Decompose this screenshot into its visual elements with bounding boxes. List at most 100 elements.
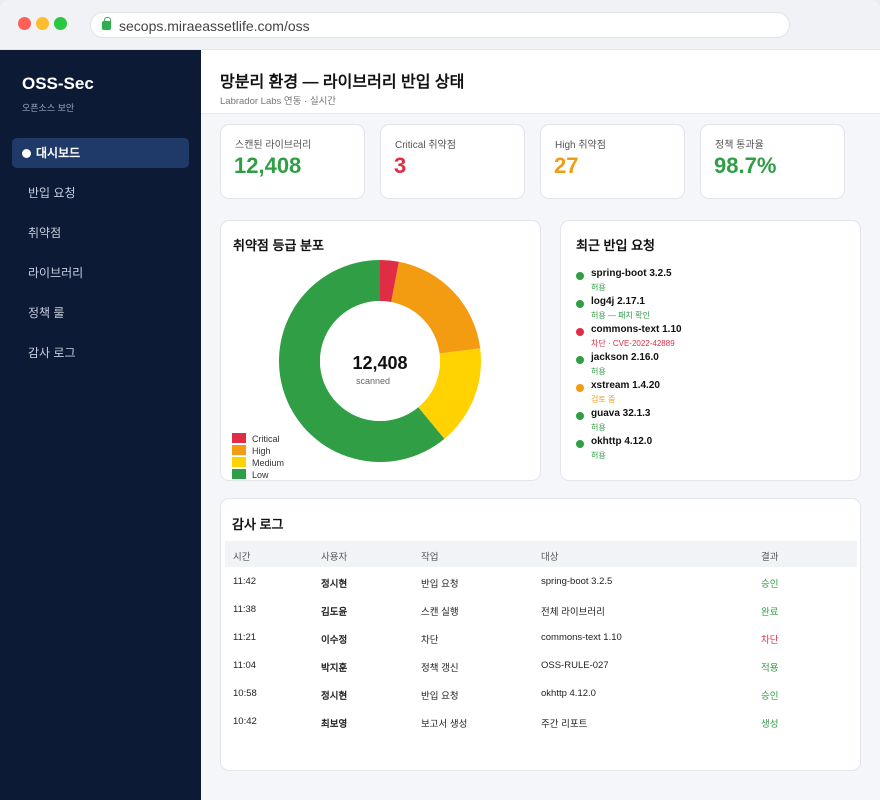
cell-action: 차단: [421, 635, 439, 646]
severity-legend: Critical High Medium Low: [232, 433, 284, 481]
cell-target: okhttp 4.12.0: [541, 688, 596, 699]
request-status: 허용: [591, 423, 606, 432]
brand-name: OSS-Sec: [22, 74, 94, 93]
legend-swatch: [232, 433, 246, 443]
recent-requests-card: 최근 반입 요청 spring-boot 3.2.5 허용 log4j 2.17.…: [560, 220, 861, 481]
request-name: spring-boot 3.2.5: [591, 268, 672, 279]
cell-result: 승인: [761, 579, 779, 590]
cell-time: 11:21: [233, 632, 257, 643]
donut-segment-low[interactable]: [278, 260, 445, 462]
donut-segments: [278, 260, 481, 462]
table-header: 시간 사용자 작업 대상 결과: [225, 541, 857, 567]
cell-target: spring-boot 3.2.5: [541, 576, 613, 587]
cell-user: 김도윤: [321, 607, 348, 618]
audit-log-card: 감사 로그 시간 사용자 작업 대상 결과 11:42 정시현 반입 요청 sp…: [220, 498, 861, 771]
sidebar-item-dashboard[interactable]: 대시보드: [12, 138, 189, 168]
legend-label: Low: [252, 470, 269, 480]
request-status: 허용: [591, 283, 606, 292]
column-header-target: 대상: [541, 552, 559, 563]
table-row[interactable]: 10:58 정시현 반입 요청 okhttp 4.12.0 승인: [225, 679, 857, 707]
sidebar: OSS-Sec 오픈소스 보안 대시보드 반입 요청 취약점 라이브러리 정책 …: [0, 50, 201, 800]
maximize-window-button[interactable]: [54, 17, 67, 30]
cell-action: 정책 갱신: [421, 663, 459, 674]
request-status: 검토 중: [591, 395, 616, 404]
severity-donut-chart: 12,408 scanned: [278, 260, 481, 462]
table-row[interactable]: 11:42 정시현 반입 요청 spring-boot 3.2.5 승인: [225, 567, 857, 595]
request-name: log4j 2.17.1: [591, 296, 645, 307]
status-dot-icon: [576, 300, 584, 308]
sidebar-item-policy-rules[interactable]: 정책 룰: [12, 298, 189, 328]
cell-action: 반입 요청: [421, 579, 459, 590]
stat-value: 27: [554, 153, 579, 178]
stat-card-high: High 취약점 27: [540, 124, 685, 199]
address-bar[interactable]: secops.miraeassetlife.com/oss: [90, 12, 790, 38]
donut-center-label: scanned: [356, 376, 390, 386]
request-name: guava 32.1.3: [591, 408, 651, 419]
status-dot-icon: [576, 272, 584, 280]
cell-user: 박지훈: [321, 663, 348, 674]
table-row[interactable]: 11:21 이수정 차단 commons-text 1.10 차단: [225, 623, 857, 651]
stat-label: Critical 취약점: [395, 140, 456, 151]
cell-action: 스캔 실행: [421, 607, 459, 618]
request-status: 허용: [591, 451, 606, 460]
sidebar-item-label: 취약점: [28, 226, 62, 240]
table-row[interactable]: 11:38 김도윤 스캔 실행 전체 라이브러리 완료: [225, 595, 857, 623]
audit-log-title: 감사 로그: [232, 517, 284, 532]
donut-hole: [320, 301, 440, 421]
request-name: commons-text 1.10: [591, 324, 682, 335]
cell-target: 전체 라이브러리: [541, 607, 605, 618]
status-dot-icon: [576, 384, 584, 392]
page-title: 망분리 환경 — 라이브러리 반입 상태: [220, 74, 465, 91]
cell-result: 완료: [761, 607, 779, 618]
cell-result: 적용: [761, 663, 779, 674]
page-subtitle: Labrador Labs 연동 · 실시간: [220, 96, 337, 107]
cell-time: 11:38: [233, 604, 257, 615]
donut-segment-critical[interactable]: [380, 260, 399, 303]
stat-card-pass-rate: 정책 통과율 98.7%: [700, 124, 845, 199]
donut-segment-high[interactable]: [391, 261, 481, 354]
legend-swatch: [232, 445, 246, 455]
status-dot-icon: [576, 412, 584, 420]
legend-item-low: Low: [232, 469, 284, 481]
legend-label: High: [252, 446, 271, 456]
cell-time: 10:42: [233, 716, 257, 727]
minimize-window-button[interactable]: [36, 17, 49, 30]
browser-toolbar: secops.miraeassetlife.com/oss: [0, 0, 880, 50]
stat-card-critical: Critical 취약점 3: [380, 124, 525, 199]
cell-user: 정시현: [321, 579, 348, 590]
cell-target: 주간 리포트: [541, 719, 588, 730]
lock-icon: [102, 17, 111, 30]
sidebar-item-libraries[interactable]: 라이브러리: [12, 258, 189, 288]
cell-result: 승인: [761, 691, 779, 702]
sidebar-item-audit-log[interactable]: 감사 로그: [12, 338, 189, 368]
legend-swatch: [232, 457, 246, 467]
status-dot-icon: [576, 328, 584, 336]
legend-label: Medium: [252, 458, 285, 468]
request-status: 허용 — 패치 확인: [591, 311, 650, 320]
cell-target: OSS-RULE-027: [541, 660, 609, 671]
sidebar-item-import-requests[interactable]: 반입 요청: [12, 178, 189, 208]
sidebar-item-label: 정책 룰: [28, 306, 65, 320]
cell-user: 정시현: [321, 691, 348, 702]
stat-card-scanned: 스캔된 라이브러리 12,408: [220, 124, 365, 199]
main-content: 망분리 환경 — 라이브러리 반입 상태 Labrador Labs 연동 · …: [201, 50, 880, 800]
column-header-result: 결과: [761, 552, 779, 563]
legend-item-medium: Medium: [232, 457, 284, 469]
sidebar-item-label: 감사 로그: [28, 346, 76, 360]
close-window-button[interactable]: [18, 17, 31, 30]
page-header: 망분리 환경 — 라이브러리 반입 상태 Labrador Labs 연동 · …: [201, 50, 880, 114]
stat-label: 정책 통과율: [715, 140, 764, 151]
cell-time: 11:42: [233, 576, 257, 587]
stat-label: High 취약점: [555, 140, 606, 151]
table-row[interactable]: 11:04 박지훈 정책 갱신 OSS-RULE-027 적용: [225, 651, 857, 679]
column-header-user: 사용자: [321, 552, 348, 563]
request-status: 차단 · CVE-2022-42889: [591, 339, 675, 348]
cell-action: 반입 요청: [421, 691, 459, 702]
status-dot-icon: [576, 440, 584, 448]
sidebar-item-vulnerabilities[interactable]: 취약점: [12, 218, 189, 248]
table-row[interactable]: 10:42 최보영 보고서 생성 주간 리포트 생성: [225, 707, 857, 735]
stat-label: 스캔된 라이브러리: [235, 140, 312, 151]
donut-segment-medium[interactable]: [418, 348, 481, 439]
active-dot-icon: [22, 149, 31, 158]
